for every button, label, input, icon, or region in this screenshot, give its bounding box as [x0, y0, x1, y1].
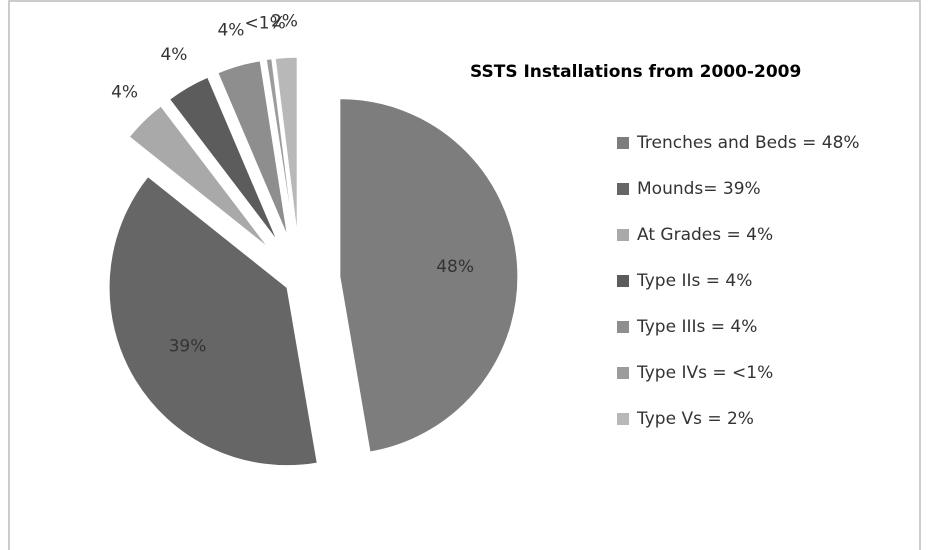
data-label: 2%: [271, 11, 298, 31]
legend-swatch: [617, 183, 629, 195]
pie-slice: [108, 175, 318, 467]
legend-label: Type IVs = <1%: [636, 363, 773, 383]
legend-label: Trenches and Beds = 48%: [636, 133, 860, 153]
legend-swatch: [617, 413, 629, 425]
data-label: <1%: [245, 13, 286, 33]
legend-swatch: [617, 321, 629, 333]
data-label: 39%: [169, 337, 207, 357]
legend-label: Type IIs = 4%: [636, 271, 752, 291]
pie-slice: [274, 56, 298, 236]
data-label: 48%: [436, 257, 474, 277]
legend-swatch: [617, 229, 629, 241]
legend-label: Type Vs = 2%: [636, 409, 754, 429]
legend-swatch: [617, 137, 629, 149]
pie-slice: [217, 60, 289, 237]
data-label: 4%: [160, 45, 187, 65]
data-label: 4%: [111, 82, 138, 102]
legend-label: At Grades = 4%: [637, 225, 773, 245]
legend-label: Type IIIs = 4%: [636, 317, 757, 337]
chart-title: SSTS Installations from 2000-2009: [470, 62, 801, 82]
legend-swatch: [617, 275, 629, 287]
pie-slice: [265, 58, 295, 236]
legend-label: Mounds= 39%: [637, 179, 761, 199]
legend-swatch: [617, 367, 629, 379]
pie-slice: [128, 105, 269, 249]
data-label: 4%: [217, 21, 244, 41]
pie-slice: [339, 98, 519, 453]
pie-slice: [168, 76, 278, 242]
